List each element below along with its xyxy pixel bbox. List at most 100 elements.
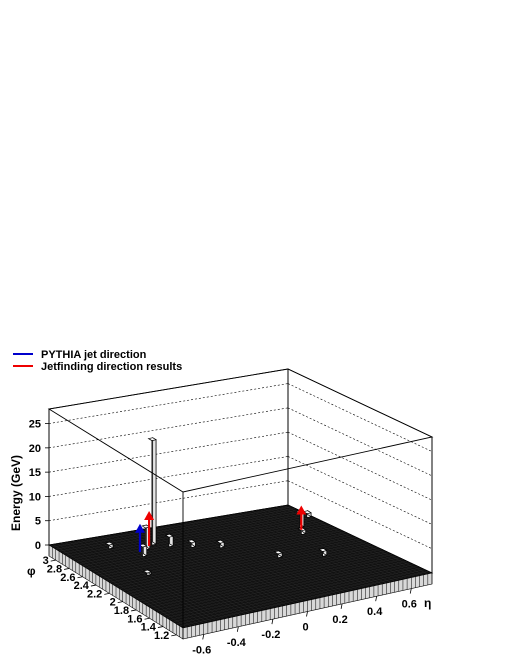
z-gridline-back-right xyxy=(287,383,433,452)
phi-tick-mark xyxy=(104,592,110,595)
floor-cell-line xyxy=(142,552,389,604)
floor-cell-line xyxy=(102,532,346,579)
z-gridline-back-left xyxy=(48,456,289,497)
z-tick-label: 20 xyxy=(29,443,41,455)
floor-cell-line xyxy=(146,554,393,606)
floor-cell-line xyxy=(172,567,422,622)
phi-tick-mark xyxy=(171,634,177,637)
y-axis-title: φ xyxy=(27,564,36,578)
floor-cell-line xyxy=(79,520,321,564)
legend: PYTHIA jet direction Jetfinding directio… xyxy=(13,349,182,373)
floor-cell-line xyxy=(89,525,332,571)
tower xyxy=(302,510,312,519)
floor-cell-line xyxy=(166,564,415,618)
arrow-layer xyxy=(135,505,307,552)
eta-tick-mark xyxy=(340,603,343,609)
z-tick-label: 25 xyxy=(29,419,41,431)
z-gridline-back-left xyxy=(48,431,289,473)
floor-cell-line xyxy=(162,562,411,616)
phi-tick-label: 1.4 xyxy=(141,622,157,634)
pythia-jet-arrow xyxy=(135,523,145,552)
x-axis-title: η xyxy=(424,596,431,610)
floor-layer xyxy=(47,504,434,640)
z-gridline-back-left xyxy=(48,383,289,424)
floor-cell-line xyxy=(159,560,407,614)
floor-cell-line xyxy=(62,511,303,554)
phi-tick-mark xyxy=(117,601,123,604)
z-axis-title: Energy (GeV) xyxy=(9,455,23,531)
phi-tick-mark xyxy=(144,617,150,620)
floor-cell-line xyxy=(149,555,397,608)
z-gridline-back-left xyxy=(48,407,289,449)
floor-cell-line xyxy=(126,543,371,593)
phi-tick-mark xyxy=(77,576,83,579)
floor-cell-line xyxy=(69,515,310,558)
z-tick-label: 5 xyxy=(35,516,41,528)
floor-cell-line xyxy=(59,509,299,552)
tower xyxy=(138,543,148,558)
tower xyxy=(186,539,197,549)
floor-cell-line xyxy=(55,508,296,550)
eta-tick-label: 0.2 xyxy=(332,614,347,626)
jetfinding-jet-arrow xyxy=(296,505,307,530)
z-gridline-back-left xyxy=(48,480,289,522)
tower xyxy=(147,437,157,546)
eta-tick-label: 0.6 xyxy=(402,599,417,611)
eta-tick-mark xyxy=(271,619,274,625)
phi-tick-mark xyxy=(64,568,70,570)
phi-tick-mark xyxy=(50,559,56,562)
floor-cell-line xyxy=(52,506,292,548)
z-gridline-back-right xyxy=(287,431,433,501)
phi-tick-label: 2 xyxy=(110,597,116,609)
tower-layer xyxy=(104,437,328,576)
legend-label-jetfinding: Jetfinding direction results xyxy=(41,361,182,373)
phi-tick-label: 1.2 xyxy=(154,630,169,642)
phi-tick-label: 2.8 xyxy=(47,563,62,575)
eta-tick-label: -0.2 xyxy=(261,629,280,641)
floor-cell-line xyxy=(82,521,325,566)
floor-cell-line xyxy=(112,537,357,585)
eta-tick-mark xyxy=(306,611,308,617)
floor-cell-line xyxy=(156,559,404,612)
tower xyxy=(142,569,153,576)
eta-tick-mark xyxy=(409,588,412,594)
jetfinding-jet-arrow xyxy=(144,511,155,546)
floor-cell-line xyxy=(92,526,335,573)
floor-cell-line xyxy=(65,513,307,556)
phi-tick-label: 2.2 xyxy=(87,588,102,600)
eta-tick-label: 0 xyxy=(302,622,308,634)
tick-layer: 0510152025-0.6-0.4-0.200.20.40.61.21.41.… xyxy=(29,419,417,657)
phi-tick-label: 1.8 xyxy=(114,605,129,617)
eta-tick-mark xyxy=(375,596,378,602)
eta-tick-mark xyxy=(236,626,239,632)
tower xyxy=(318,547,328,557)
floor-cell-line xyxy=(136,549,382,600)
floor-cell-line xyxy=(132,547,379,598)
floor-cell-line xyxy=(169,566,418,620)
phi-tick-mark xyxy=(90,584,96,587)
eta-tick-label: -0.4 xyxy=(227,637,247,649)
z-tick-label: 0 xyxy=(35,540,41,552)
eta-tick-label: -0.6 xyxy=(192,644,211,656)
floor-cell-line xyxy=(179,571,429,627)
phi-tick-label: 1.6 xyxy=(127,613,142,625)
floor-cell-line xyxy=(85,523,328,569)
frame-layer xyxy=(47,368,434,628)
z-tick-label: 15 xyxy=(29,467,41,479)
floor-cell-line xyxy=(152,557,400,610)
floor-cell-line xyxy=(72,516,314,560)
z-gridline-back-right xyxy=(287,456,433,525)
tower xyxy=(273,550,284,559)
frame-top xyxy=(47,368,434,493)
eta-tick-mark xyxy=(202,634,205,640)
floor-cell-line xyxy=(95,528,339,575)
floor-cell-line xyxy=(139,550,386,602)
floor-cell-line xyxy=(75,518,317,562)
tower xyxy=(104,541,114,550)
floor-cell-line xyxy=(129,545,375,595)
phi-tick-mark xyxy=(157,626,163,628)
phi-tick-label: 2.4 xyxy=(74,580,90,592)
tower xyxy=(164,533,175,548)
z-gridline-back-right xyxy=(287,407,433,477)
